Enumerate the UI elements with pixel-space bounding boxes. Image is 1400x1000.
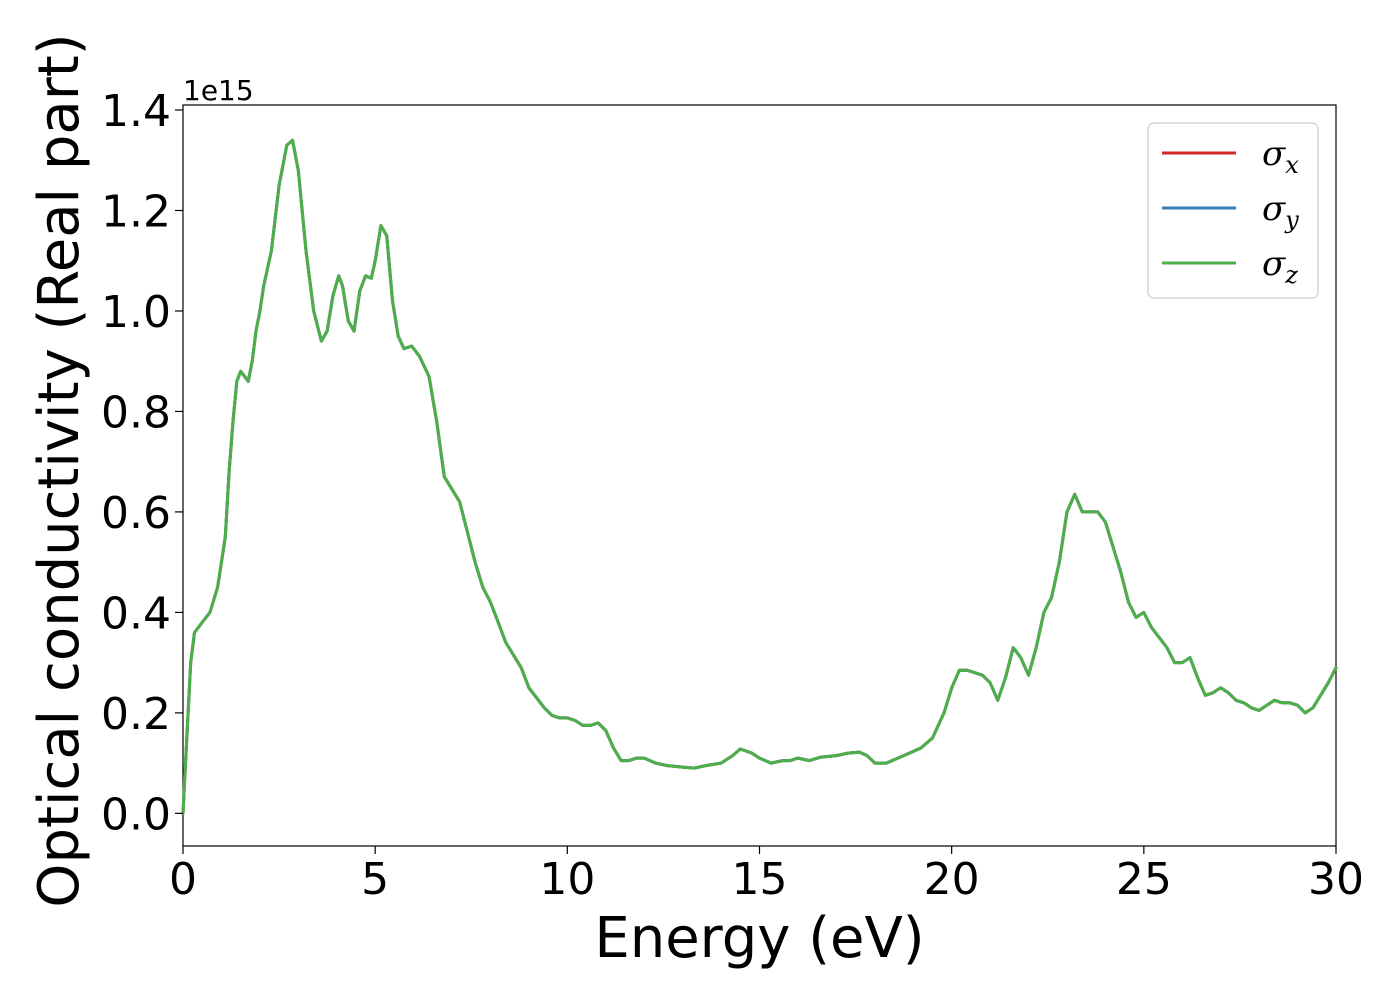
x-tick-label: 5 — [361, 854, 389, 905]
series-line-z — [181, 138, 1338, 815]
y-tick-label: 0.0 — [101, 789, 171, 840]
y-tick-label: 1.2 — [101, 186, 171, 237]
x-tick-label: 0 — [169, 854, 197, 905]
y-axis-offset-label: 1e15 — [183, 74, 254, 107]
y-axis-title: Optical conductivity (Real part) — [27, 33, 92, 907]
y-tick-label: 1.0 — [101, 287, 171, 338]
x-axis-title: Energy (eV) — [594, 906, 924, 971]
y-tick-label: 0.2 — [101, 689, 171, 740]
y-tick-label: 0.6 — [101, 488, 171, 539]
y-axis-ticks: 0.0 0.2 0.4 0.6 0.8 1.0 1.2 1.4 — [101, 86, 183, 840]
legend-frame — [1147, 122, 1319, 299]
x-tick-label: 30 — [1308, 854, 1364, 905]
x-tick-label: 25 — [1116, 854, 1172, 905]
y-tick-label: 0.8 — [101, 387, 171, 438]
y-tick-label: 0.4 — [101, 588, 171, 639]
x-axis-ticks: 0 5 10 15 20 25 30 — [169, 846, 1364, 905]
x-tick-label: 20 — [924, 854, 980, 905]
y-tick-label: 1.4 — [101, 86, 171, 137]
x-tick-label: 10 — [539, 854, 595, 905]
x-tick-label: 15 — [732, 854, 788, 905]
